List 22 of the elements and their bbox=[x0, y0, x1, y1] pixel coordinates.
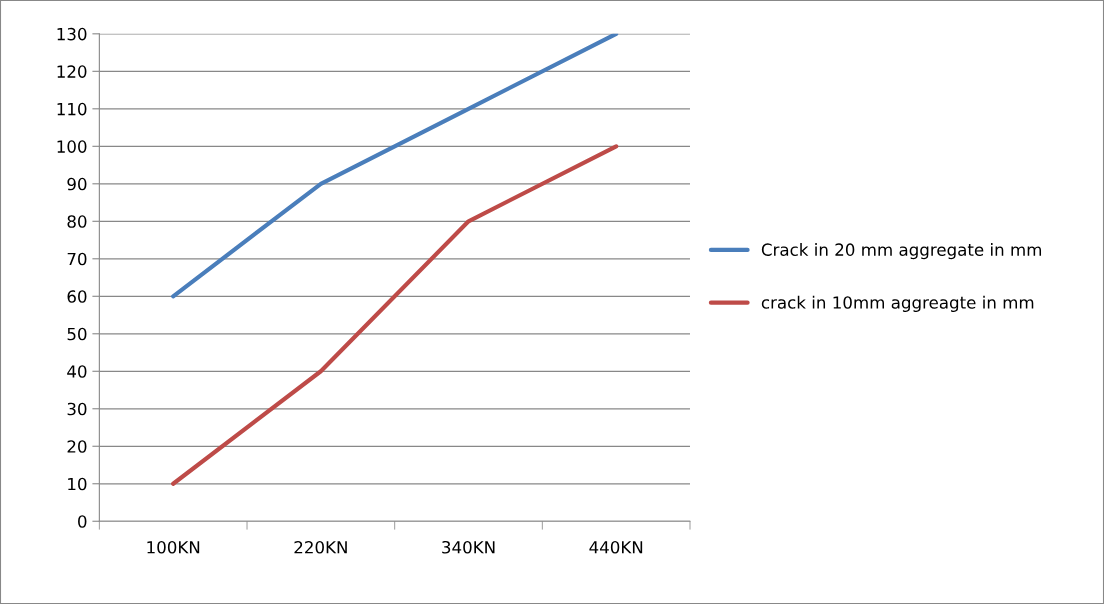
y-tick-label: 90 bbox=[67, 177, 87, 191]
x-tick-label: 440KN bbox=[589, 540, 643, 554]
y-tick-label: 10 bbox=[68, 477, 87, 491]
y-tick-label: 70 bbox=[67, 252, 87, 266]
y-tick-label: 100 bbox=[57, 140, 87, 153]
line-series bbox=[171, 33, 619, 299]
y-tick-label: 80 bbox=[67, 215, 87, 228]
legend-label: Crack in 20 mm aggregate in mm bbox=[761, 243, 1042, 260]
y-tick-label: 120 bbox=[57, 65, 87, 78]
legend-label: crack in 10mm aggreagte in mm bbox=[761, 295, 1034, 312]
x-tick-label: 220KN bbox=[294, 540, 347, 554]
y-tick-label: 30 bbox=[67, 402, 87, 416]
y-tick-label: 50 bbox=[67, 327, 87, 341]
line-series bbox=[171, 144, 619, 486]
y-tick-label: 40 bbox=[67, 365, 87, 378]
y-tick-label: 110 bbox=[57, 102, 87, 116]
x-tick-label: 100KN bbox=[147, 540, 200, 554]
y-tick-label: 20 bbox=[67, 440, 87, 453]
y-tick-label: 60 bbox=[67, 290, 87, 303]
y-tick-label: 0 bbox=[78, 515, 87, 528]
y-tick-label: 130 bbox=[57, 27, 87, 41]
x-tick-label: 340KN bbox=[442, 540, 495, 554]
